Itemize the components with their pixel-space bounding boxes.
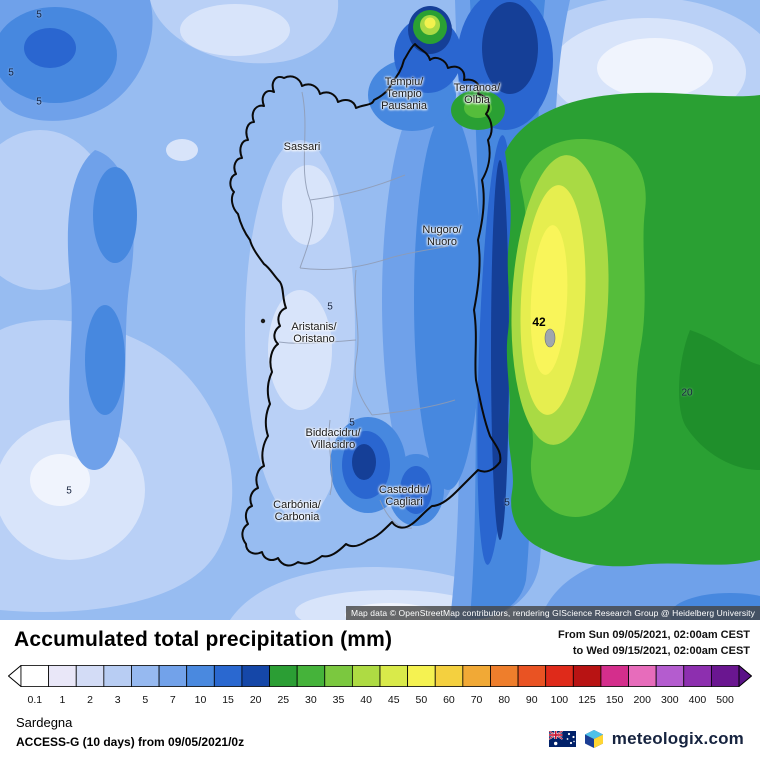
scale-color-cell — [600, 664, 629, 687]
scale-color-cell — [683, 664, 712, 687]
scale-tick-label: 0.1 — [27, 693, 43, 706]
scale-tick-label: 40 — [360, 693, 372, 706]
scale-tick-label: 90 — [525, 693, 538, 706]
scale-color-cell — [628, 664, 657, 687]
scale-color-cell — [545, 664, 574, 687]
period-from: From Sun 09/05/2021, 02:00am CEST — [558, 629, 750, 641]
scale-tick-label: 30 — [305, 693, 317, 706]
australia-flag-icon — [548, 730, 576, 747]
model-info: ACCESS-G (10 days) from 09/05/2021/0z — [16, 734, 245, 749]
scale-tick-label: 2 — [87, 693, 93, 706]
scale-tick-label: 7 — [169, 693, 176, 706]
scale-color-cell — [296, 664, 326, 687]
scale-tick-label: 80 — [498, 693, 510, 706]
scale-color-cell — [48, 664, 77, 687]
scale-tick-label: 100 — [550, 693, 569, 706]
scale-color-cell — [103, 664, 132, 687]
scale-color-cell — [351, 664, 381, 687]
scale-bar-svg — [7, 664, 753, 688]
region-name: Sardegna — [16, 714, 73, 730]
period-to: to Wed 09/15/2021, 02:00am CEST — [572, 644, 750, 657]
scale-color-cell — [434, 664, 464, 687]
scale-color-cell — [269, 664, 298, 687]
scale-color-cell — [462, 664, 491, 687]
scale-color-cell — [490, 664, 519, 687]
scale-tick-label: 45 — [387, 693, 400, 706]
scale-tick-label: 35 — [332, 693, 345, 706]
scale-tick-label: 200 — [633, 693, 651, 706]
scale-tick-label: 1 — [59, 693, 66, 706]
scale-color-cell — [20, 664, 50, 687]
model-block: Sardegna ACCESS-G (10 days) from 09/05/2… — [16, 715, 244, 749]
meteologix-logo-icon — [584, 729, 603, 748]
scale-tick-label: 300 — [661, 693, 679, 706]
brand-block[interactable]: meteologix.com — [548, 728, 744, 749]
scale-tick-label: 3 — [114, 693, 121, 706]
page-title: Accumulated total precipitation (mm) — [14, 628, 393, 651]
coast-point-marker — [260, 318, 266, 324]
scale-color-cell — [517, 664, 547, 687]
legend-panel: Accumulated total precipitation (mm) Fro… — [0, 620, 760, 760]
scale-labels: 0.1 1 2 3 5 7 10 15 20 25 30 35 40 45 50 60 70 80 90 100 125… — [21, 694, 739, 706]
scale-tick-label: 400 — [688, 693, 707, 706]
scale-color-cell — [158, 664, 188, 687]
color-scale: 0.1 1 2 3 5 7 10 15 20 25 30 35 40 45 50 60 70 80 90 100 125… — [7, 664, 753, 706]
scale-tick-label: 10 — [194, 693, 207, 706]
scale-tick-label: 20 — [249, 693, 262, 706]
sardinia-coastline — [229, 43, 502, 567]
scale-color-cell — [186, 664, 215, 687]
map-attribution: Map data © OpenStreetMap contributors, r… — [346, 606, 760, 620]
scale-color-cell — [75, 664, 105, 687]
scale-color-cell — [213, 664, 243, 687]
scale-tick-label: 25 — [277, 693, 290, 706]
scale-color-cell — [572, 664, 602, 687]
precipitation-field-svg — [0, 0, 760, 620]
scale-color-cell — [655, 664, 685, 687]
scale-tick-label: 60 — [443, 693, 455, 706]
forecast-period: From Sun 09/05/2021, 02:00am CEST to Wed… — [558, 628, 750, 660]
scale-tick-label: 150 — [605, 693, 624, 706]
scale-color-cell — [379, 664, 409, 687]
scale-tick-label: 500 — [716, 693, 734, 706]
scale-tick-label: 50 — [415, 693, 428, 706]
brand-wordmark[interactable]: meteologix.com — [611, 728, 744, 748]
scale-tick-label: 5 — [142, 693, 149, 706]
scale-color-cell — [324, 664, 353, 687]
scale-tick-label: 125 — [578, 693, 596, 706]
scale-color-cell — [407, 664, 436, 687]
scale-tick-label: 15 — [222, 693, 234, 706]
precipitation-map[interactable]: Sassari Tempiu/Tempio Pausania Terranoa/Olb… — [0, 0, 760, 620]
scale-color-cell — [131, 664, 160, 687]
scale-tick-label: 70 — [470, 693, 483, 706]
scale-color-cell — [710, 664, 740, 687]
scale-color-cell — [241, 664, 270, 687]
